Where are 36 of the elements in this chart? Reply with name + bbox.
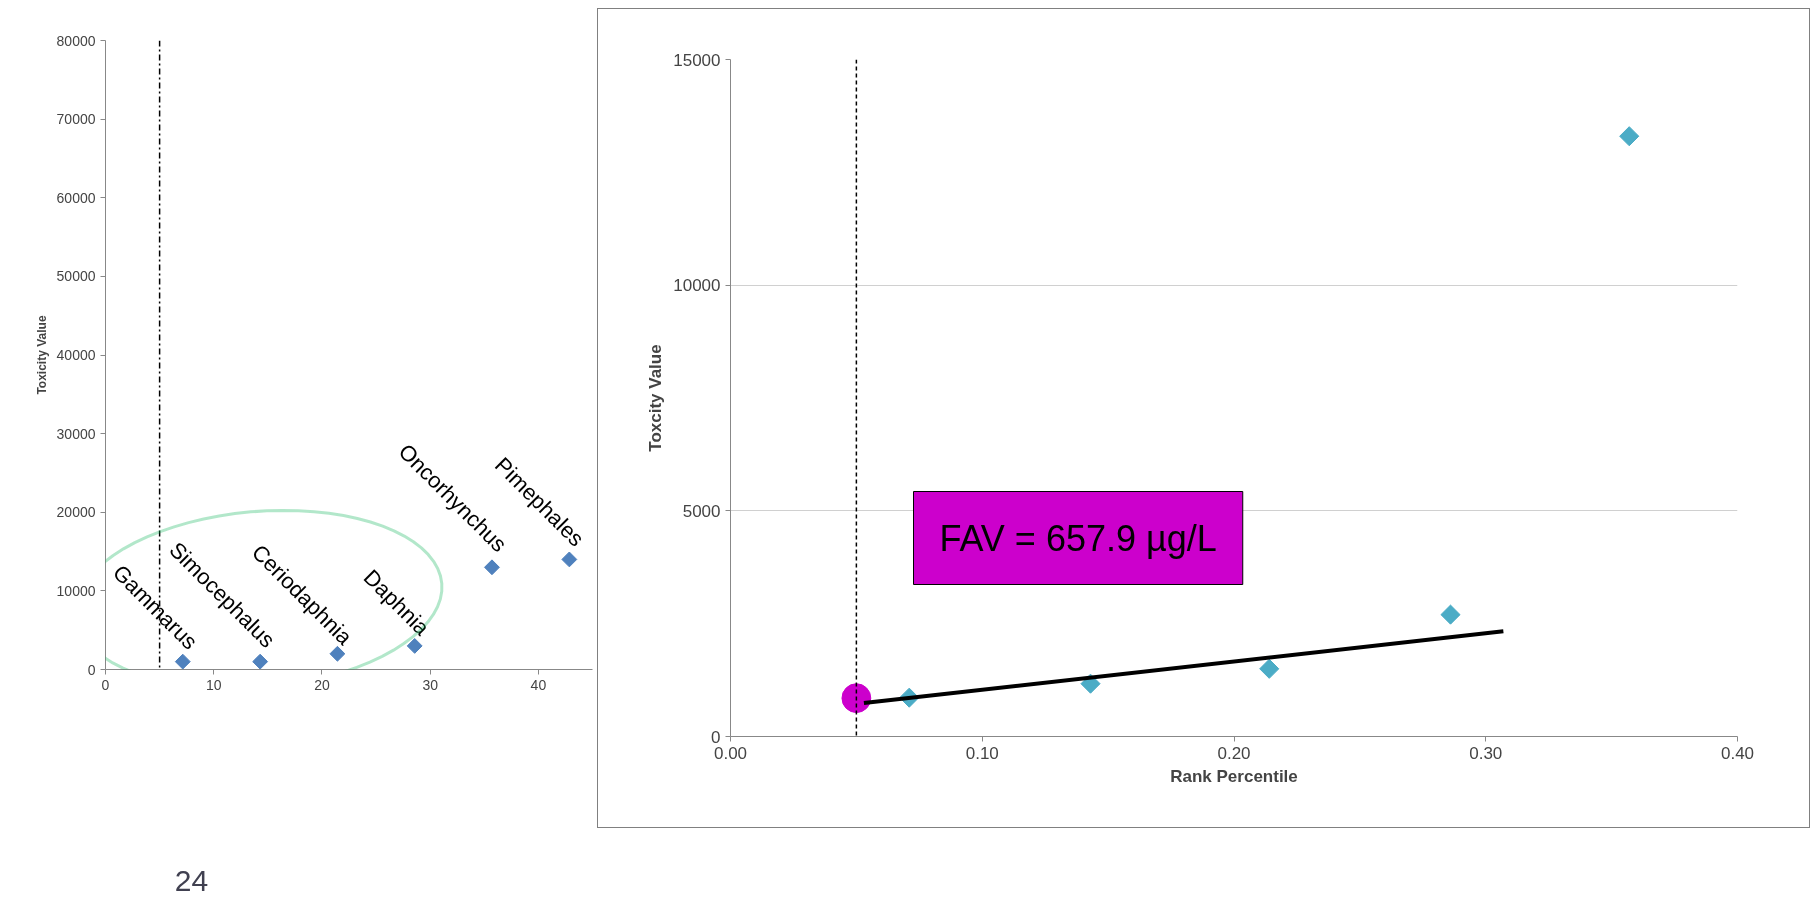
- x-tick-label: 0.10: [965, 743, 999, 763]
- y-tick-label: 15000: [673, 50, 721, 70]
- y-tick-label: 50000: [56, 268, 96, 285]
- point: [174, 653, 191, 670]
- point: [484, 559, 500, 576]
- x-tick-label: 30: [422, 676, 439, 693]
- point: [1259, 658, 1280, 679]
- y-axis-title: Toxicity Value: [34, 315, 49, 395]
- point: [1619, 126, 1640, 147]
- y-tick-label: 30000: [56, 425, 96, 442]
- x-tick-label: 0.40: [1720, 743, 1755, 763]
- annotation: FAV = 657.9 µg/L: [939, 517, 1217, 559]
- x-tick-label: 20: [314, 676, 330, 693]
- point: [329, 645, 346, 662]
- y-tick-label: 10000: [673, 276, 721, 296]
- y-tick-label: 5000: [682, 501, 721, 521]
- y-tick-label: 40000: [56, 347, 96, 363]
- x-tick-label: 0.30: [1469, 743, 1503, 763]
- point: [406, 637, 423, 654]
- y-axis-title: Toxcity Value: [646, 344, 666, 452]
- x-tick-label: 10: [205, 676, 222, 693]
- point: [561, 551, 578, 568]
- text: 24: [174, 863, 209, 897]
- x-tick-label: 0: [101, 676, 110, 693]
- y-tick-label: 70000: [56, 111, 96, 128]
- x-axis-title: Rank Percentile: [1170, 766, 1298, 786]
- point: [841, 683, 872, 714]
- y-tick-label: 80000: [56, 32, 96, 49]
- point: [252, 653, 269, 670]
- x-tick-label: 40: [530, 676, 547, 693]
- y-tick-label: 60000: [56, 189, 96, 206]
- point: [1440, 604, 1461, 625]
- y-tick-label: 20000: [56, 504, 96, 521]
- y-tick-label: 10000: [56, 582, 96, 599]
- y-tick-label: 0: [87, 661, 96, 678]
- x-tick-label: 0.20: [1217, 743, 1251, 763]
